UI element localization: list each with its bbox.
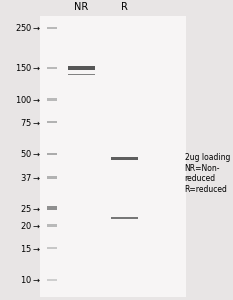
Bar bbox=[47, 98, 57, 101]
Bar bbox=[47, 279, 57, 281]
Text: 75$\rightarrow$: 75$\rightarrow$ bbox=[20, 117, 41, 128]
Bar bbox=[47, 206, 57, 210]
Bar bbox=[47, 27, 57, 29]
Bar bbox=[47, 224, 57, 227]
Text: 20$\rightarrow$: 20$\rightarrow$ bbox=[20, 220, 41, 231]
Bar bbox=[47, 247, 57, 249]
Text: 250$\rightarrow$: 250$\rightarrow$ bbox=[15, 22, 41, 33]
Bar bbox=[111, 157, 137, 160]
Text: 100$\rightarrow$: 100$\rightarrow$ bbox=[15, 94, 41, 105]
Text: 10$\rightarrow$: 10$\rightarrow$ bbox=[20, 274, 41, 285]
Text: R: R bbox=[121, 2, 127, 12]
Text: 15$\rightarrow$: 15$\rightarrow$ bbox=[20, 242, 41, 253]
Bar bbox=[68, 74, 95, 75]
Bar bbox=[111, 217, 137, 219]
Text: 37$\rightarrow$: 37$\rightarrow$ bbox=[20, 172, 41, 183]
Text: 25$\rightarrow$: 25$\rightarrow$ bbox=[20, 202, 41, 214]
Text: 2ug loading
NR=Non-
reduced
R=reduced: 2ug loading NR=Non- reduced R=reduced bbox=[185, 154, 230, 194]
Text: NR: NR bbox=[74, 2, 88, 12]
Bar bbox=[47, 121, 57, 123]
Text: 150$\rightarrow$: 150$\rightarrow$ bbox=[15, 62, 41, 73]
Text: 50$\rightarrow$: 50$\rightarrow$ bbox=[20, 148, 41, 159]
Bar bbox=[47, 67, 57, 69]
Bar bbox=[68, 66, 95, 70]
Bar bbox=[40, 16, 186, 297]
Bar bbox=[47, 153, 57, 155]
Bar bbox=[47, 176, 57, 178]
